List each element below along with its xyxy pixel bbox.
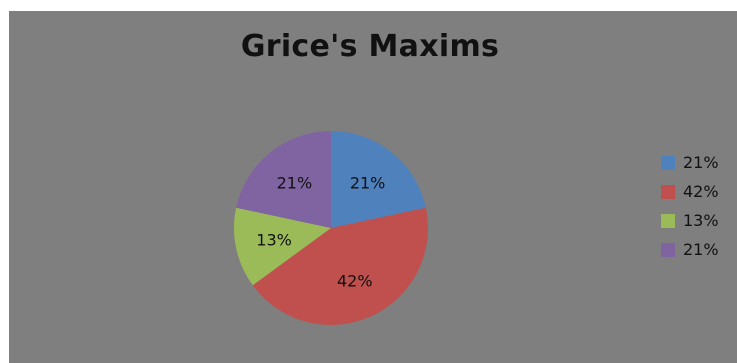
slice-data-label-4: 21% (277, 173, 313, 192)
legend-label-3: 13% (683, 211, 719, 230)
legend-label-1: 21% (683, 153, 719, 172)
legend-label-2: 42% (683, 182, 719, 201)
legend-item-4: 21% (661, 240, 737, 269)
legend-item-3: 13% (661, 211, 737, 240)
slice-data-label-3: 13% (256, 231, 292, 250)
legend-swatch-2 (661, 185, 675, 199)
slice-data-label-1: 21% (350, 173, 386, 192)
legend-item-2: 42% (661, 182, 737, 211)
legend-label-4: 21% (683, 240, 719, 259)
pie-slice-4 (236, 131, 331, 228)
slice-data-label-2: 42% (337, 272, 373, 291)
legend-item-1: 21% (661, 153, 737, 182)
pie-slice-1 (331, 131, 426, 228)
pie-slice-3 (233, 207, 331, 286)
legend-swatch-1 (661, 156, 675, 170)
legend-swatch-3 (661, 214, 675, 228)
legend-swatch-4 (661, 243, 675, 257)
chart-title: Grice's Maxims (240, 29, 500, 64)
pie-slice-2 (252, 207, 428, 326)
legend: 21% 42% 13% 21% (661, 153, 737, 269)
